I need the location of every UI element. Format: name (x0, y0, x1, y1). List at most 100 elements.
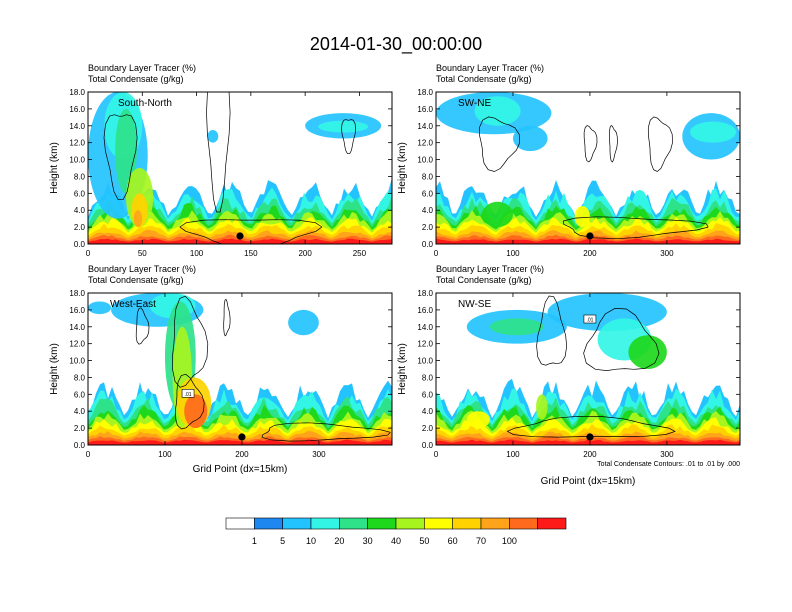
condensate-contour (536, 295, 568, 366)
colorbar-label: 1 (252, 536, 257, 546)
tracer-patch (536, 394, 548, 420)
panel-west-east: .01 0.0 2.0 4.0 6.0 8.0 10.0 12.0 14.0 16.0 18.0 0 1… (49, 264, 393, 475)
y-tick-label: 12.0 (69, 139, 85, 148)
y-tick-label: 0.0 (422, 441, 434, 450)
x-axis-label: Grid Point (dx=15km) (541, 476, 636, 487)
y-tick-label: 8.0 (422, 373, 434, 382)
colorbar: 1 5 10 20 30 40 50 60 70 100 (225, 517, 567, 546)
colorbar-swatch (537, 517, 567, 530)
y-tick-label: 18.0 (69, 88, 85, 97)
x-tick-label: 50 (138, 249, 147, 258)
location-marker (238, 433, 246, 441)
condensate-contour (223, 298, 231, 337)
y-tick-label: 10.0 (417, 357, 433, 366)
x-tick-label: 100 (158, 450, 172, 459)
y-tick-label: 8.0 (422, 172, 434, 181)
colorbar-swatch (395, 517, 425, 530)
panel-subtitle-condensate: Total Condensate (g/kg) (436, 275, 532, 285)
x-tick-label: 0 (434, 450, 439, 459)
tracer-patch (482, 201, 513, 228)
colorbar-swatch (282, 517, 312, 530)
y-tick-label: 2.0 (422, 223, 434, 232)
tracer-patch (115, 108, 137, 194)
x-tick-label: 200 (583, 249, 597, 258)
colorbar-swatch (339, 517, 368, 530)
condensate-contour (410, 121, 417, 172)
x-tick-label: 250 (353, 249, 367, 258)
x-tick-label: 100 (506, 249, 520, 258)
tracer-patch (184, 394, 208, 429)
y-tick-label: 14.0 (69, 122, 85, 131)
condensate-contour (135, 307, 150, 345)
tracer-field (88, 92, 417, 244)
panel-sw-ne: 0.0 2.0 4.0 6.0 8.0 10.0 12.0 14.0 16.0 18.0 0 100 2… (397, 63, 741, 258)
y-tick-label: 10.0 (417, 156, 433, 165)
colorbar-label: 5 (280, 536, 285, 546)
colorbar-label: 10 (306, 536, 316, 546)
x-tick-label: 100 (190, 249, 204, 258)
y-tick-label: 14.0 (417, 122, 433, 131)
tracer-patch (318, 120, 369, 133)
x-tick-label: 200 (298, 249, 312, 258)
contour-label: .01 (185, 392, 192, 398)
y-tick-label: 12.0 (69, 340, 85, 349)
y-tick-label: 12.0 (417, 340, 433, 349)
y-tick-label: 10.0 (69, 357, 85, 366)
y-tick-label: 4.0 (74, 407, 86, 416)
y-tick-label: 16.0 (69, 306, 85, 315)
contour-label: .01 (586, 318, 593, 324)
y-tick-label: 8.0 (74, 172, 86, 181)
tracer-layer (436, 238, 740, 244)
y-tick-label: 2.0 (422, 424, 434, 433)
y-axis-label: Height (km) (397, 142, 408, 194)
tracer-field (436, 293, 740, 445)
panel-label: South-North (118, 98, 172, 109)
figure-title: 2014-01-30_00:00:00 (310, 34, 482, 55)
condensate-contour (174, 373, 205, 430)
plot-frame (87, 91, 393, 245)
panel-nw-se: .01 0.0 2.0 4.0 6.0 8.0 10.0 12.0 14.0 16.0 18.0 0 1… (397, 264, 741, 487)
colorbar-label: 70 (476, 536, 486, 546)
condensate-contour (103, 114, 138, 201)
location-marker (236, 232, 244, 240)
y-tick-label: 18.0 (417, 88, 433, 97)
condensate-contour (583, 125, 598, 163)
x-tick-label: 150 (244, 249, 258, 258)
condensate-contour (506, 415, 676, 438)
y-axis-label: Height (km) (49, 142, 60, 194)
y-tick-label: 8.0 (74, 373, 86, 382)
tracer-layer (436, 439, 740, 445)
panels: 0.0 2.0 4.0 6.0 8.0 10.0 12.0 14.0 16.0 18.0 0 50 10… (49, 63, 741, 487)
colorbar-label: 20 (334, 536, 344, 546)
tracer-patch (88, 301, 112, 315)
condensate-contour (609, 124, 618, 163)
condensate-contour (479, 116, 521, 172)
tracer-patch (574, 206, 590, 228)
x-tick-label: 200 (235, 450, 249, 459)
x-tick-label: 200 (583, 450, 597, 459)
x-tick-label: 0 (86, 450, 91, 459)
x-tick-label: 0 (86, 249, 91, 258)
y-tick-label: 6.0 (74, 390, 86, 399)
tracer-field (88, 293, 392, 445)
contour-note: Total Condensate Contours: .01 to .01 by… (597, 461, 740, 468)
x-tick-label: 100 (506, 450, 520, 459)
y-tick-label: 4.0 (422, 407, 434, 416)
condensate-contour (206, 92, 231, 213)
y-axis-label: Height (km) (49, 343, 60, 395)
location-marker (586, 433, 594, 441)
tracer-patch (689, 121, 737, 143)
panel-subtitle-tracer: Boundary Layer Tracer (%) (436, 264, 544, 274)
panel-label: NW-SE (458, 299, 491, 310)
y-tick-label: 12.0 (417, 139, 433, 148)
tracer-patch (489, 318, 544, 336)
colorbar-swatch (424, 517, 453, 530)
x-axis-label: Grid Point (dx=15km) (193, 464, 288, 475)
colorbar-label: 40 (391, 536, 401, 546)
location-marker (586, 232, 594, 240)
y-tick-label: 6.0 (422, 390, 434, 399)
colorbar-label: 30 (363, 536, 373, 546)
y-tick-label: 18.0 (69, 289, 85, 298)
colorbar-swatch (310, 517, 340, 530)
